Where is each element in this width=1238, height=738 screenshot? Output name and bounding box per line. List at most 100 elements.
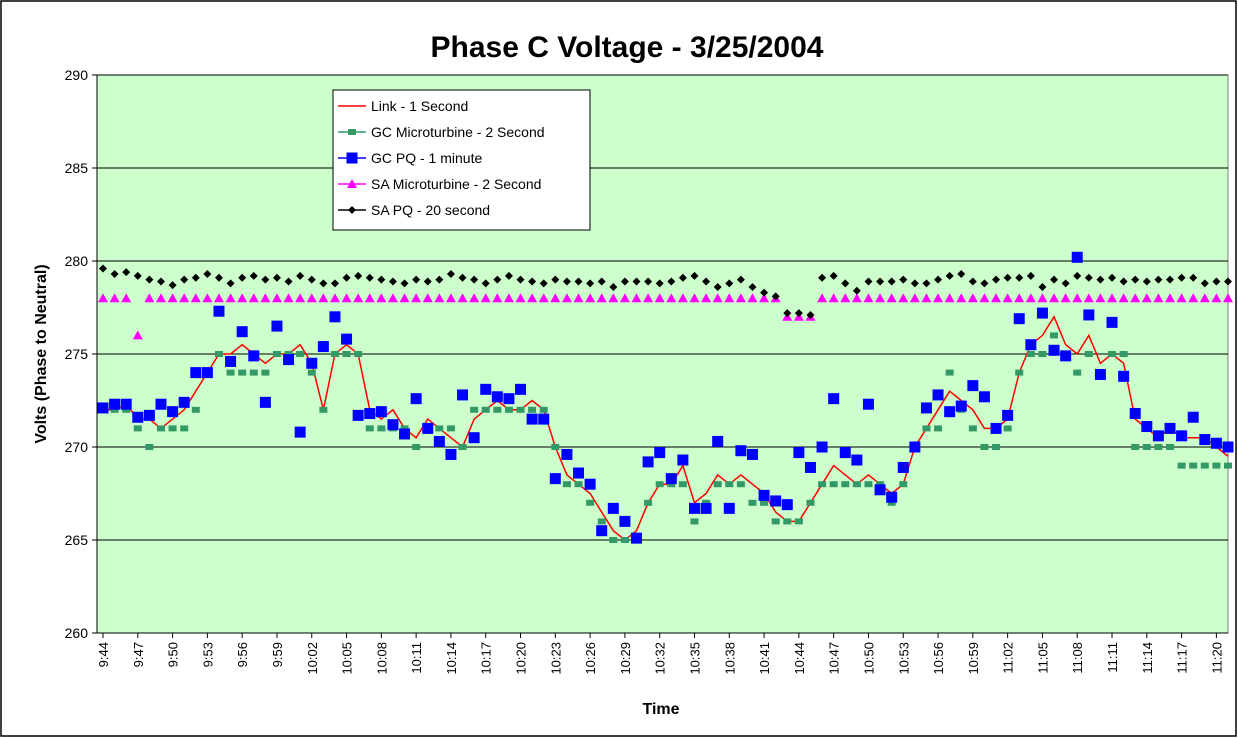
legend-label: Link - 1 Second bbox=[371, 98, 468, 114]
data-point bbox=[1084, 351, 1093, 357]
data-point bbox=[828, 293, 839, 303]
data-point bbox=[631, 293, 642, 303]
data-point bbox=[470, 275, 479, 284]
x-tick-label: 10:47 bbox=[827, 642, 842, 675]
data-point bbox=[155, 293, 166, 303]
data-point bbox=[1119, 351, 1128, 357]
data-point bbox=[574, 277, 583, 286]
data-point bbox=[97, 402, 109, 414]
data-point bbox=[249, 271, 258, 280]
data-point bbox=[643, 293, 654, 303]
data-point bbox=[655, 481, 664, 488]
legend-marker bbox=[346, 152, 358, 164]
data-point bbox=[690, 518, 699, 525]
data-point bbox=[1084, 273, 1093, 282]
y-tick-label: 270 bbox=[65, 439, 89, 455]
data-point bbox=[619, 515, 631, 527]
data-point bbox=[922, 279, 931, 288]
data-point bbox=[225, 355, 237, 367]
data-point bbox=[666, 293, 677, 303]
data-point bbox=[526, 413, 538, 425]
data-point bbox=[1002, 409, 1014, 421]
data-point bbox=[329, 311, 341, 323]
data-point bbox=[1177, 273, 1186, 282]
data-point bbox=[736, 275, 745, 284]
data-point bbox=[713, 283, 722, 292]
x-tick-label: 11:14 bbox=[1140, 642, 1155, 674]
data-point bbox=[1037, 293, 1048, 303]
data-point bbox=[318, 293, 329, 303]
data-point bbox=[665, 473, 677, 485]
data-point bbox=[469, 293, 480, 303]
data-point bbox=[1096, 275, 1105, 284]
data-point bbox=[992, 275, 1001, 284]
data-point bbox=[897, 461, 909, 473]
x-tick-label: 10:29 bbox=[618, 642, 633, 675]
data-point bbox=[735, 293, 746, 303]
data-point bbox=[342, 351, 351, 357]
data-point bbox=[839, 447, 851, 459]
x-tick-label: 9:59 bbox=[270, 642, 285, 667]
data-point bbox=[377, 425, 386, 432]
data-point bbox=[284, 277, 293, 286]
data-point bbox=[700, 502, 712, 514]
data-point bbox=[259, 396, 271, 408]
data-point bbox=[829, 271, 838, 280]
y-tick-label: 275 bbox=[65, 346, 89, 362]
x-tick-label: 11:02 bbox=[1001, 642, 1016, 674]
legend-label: GC PQ - 1 minute bbox=[371, 150, 482, 166]
data-point bbox=[886, 491, 898, 503]
legend-label: SA Microturbine - 2 Second bbox=[371, 176, 541, 192]
data-point bbox=[876, 277, 885, 286]
data-point bbox=[201, 367, 213, 379]
data-point bbox=[132, 411, 144, 423]
data-point bbox=[804, 461, 816, 473]
data-point bbox=[1083, 309, 1095, 321]
data-point bbox=[596, 525, 608, 537]
data-point bbox=[538, 293, 549, 303]
data-point bbox=[957, 270, 966, 279]
x-tick-label: 9:44 bbox=[96, 642, 111, 667]
data-point bbox=[978, 391, 990, 403]
data-point bbox=[110, 406, 119, 413]
data-point bbox=[516, 275, 525, 284]
data-point bbox=[783, 309, 792, 318]
data-point bbox=[1152, 430, 1164, 442]
data-point bbox=[481, 406, 490, 413]
data-point bbox=[1118, 293, 1129, 303]
data-point bbox=[1060, 293, 1071, 303]
x-tick-label: 10:38 bbox=[722, 642, 737, 675]
data-point bbox=[609, 283, 618, 292]
data-point bbox=[214, 273, 223, 282]
data-point bbox=[794, 518, 803, 525]
data-point bbox=[760, 288, 769, 297]
data-point bbox=[122, 268, 131, 277]
data-point bbox=[898, 293, 909, 303]
data-point bbox=[1048, 344, 1060, 356]
x-tick-label: 9:50 bbox=[166, 642, 181, 667]
data-point bbox=[771, 518, 780, 525]
data-point bbox=[528, 277, 537, 286]
data-point bbox=[596, 293, 607, 303]
x-tick-label: 10:05 bbox=[340, 642, 355, 675]
data-point bbox=[261, 369, 270, 376]
data-point bbox=[155, 398, 167, 410]
data-point bbox=[412, 444, 421, 450]
data-point bbox=[121, 293, 132, 303]
data-point bbox=[341, 333, 353, 345]
data-point bbox=[1026, 271, 1035, 280]
data-point bbox=[852, 481, 861, 488]
data-point bbox=[317, 341, 329, 353]
x-tick-label: 10:26 bbox=[583, 642, 598, 675]
legend-label: SA PQ - 20 second bbox=[371, 202, 490, 218]
data-point bbox=[1222, 441, 1234, 453]
data-point bbox=[319, 279, 328, 288]
x-tick-label: 9:53 bbox=[200, 642, 215, 667]
legend-label: GC Microturbine - 2 Second bbox=[371, 124, 545, 140]
data-point bbox=[190, 367, 202, 379]
data-point bbox=[828, 393, 840, 405]
data-point bbox=[654, 293, 665, 303]
data-point bbox=[1108, 273, 1117, 282]
x-tick-label: 10:02 bbox=[305, 642, 320, 675]
data-point bbox=[98, 293, 108, 303]
